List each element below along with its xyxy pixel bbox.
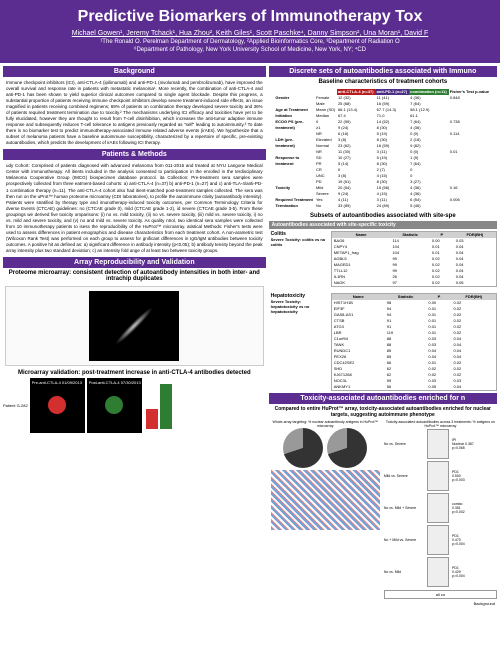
colitis-sub: Colitis Severe Toxicity: colitis vs no c…: [269, 229, 331, 289]
pie-charts: [269, 428, 382, 468]
bar-post: [160, 384, 172, 429]
methods-text: udy Cohort: Comprised of patients diagno…: [3, 160, 266, 257]
microarray-validation: Patient G-282 Pre-anti-CTLA-4 01/09/2013…: [3, 378, 266, 433]
pie-igg: [283, 428, 323, 468]
proteome-subtitle: Proteome microarray: consistent detectio…: [3, 268, 266, 284]
heatmap: [271, 470, 380, 530]
pie-igm: [327, 428, 367, 468]
post-treatment-spot: Post-anti-CTLA-4 07/30/2013: [87, 378, 142, 433]
toxicity-header: Toxicity-associated autoantibodies enric…: [269, 393, 497, 404]
background-label: Background: [269, 599, 497, 608]
authors: Michael Gowen¹, Jeremy Tchack¹, Hua Zhou…: [12, 30, 488, 37]
discrete-header: Discrete sets of autoantibodies associat…: [269, 66, 497, 77]
baseline-subtitle: Baseline characteristics of treatment co…: [269, 77, 497, 87]
huprot-subtitle: Compared to entire HuProt™ array, toxici…: [269, 404, 497, 420]
poster-body: Background Immune checkpoint inhibitors …: [0, 63, 500, 611]
subsets-subtitle: Subsets of autoantibodies associated wit…: [269, 211, 497, 221]
right-column: Discrete sets of autoantibodies associat…: [269, 66, 497, 608]
colitis-table: NameStatisticPFDR(BH) BAG61140.000.03CNP…: [331, 231, 497, 287]
scatter-chart: [5, 286, 264, 366]
tox-assoc-label: Toxicity-associated autoantibodies acros…: [384, 420, 497, 428]
whole-array-label: Whole-array targeting: % nuclear autoant…: [269, 420, 382, 428]
cohort-table: anti-CTLA-4 (n=37) anti-PD-1 (n=27) comb…: [274, 89, 491, 209]
background-header: Background: [3, 66, 266, 77]
array-header: Array Reproducibility and Validation: [3, 257, 266, 268]
affiliation-1: ¹The Ronald O. Perelman Department of De…: [12, 39, 488, 47]
left-column: Background Immune checkpoint inhibitors …: [3, 66, 266, 608]
bar-pre: [146, 409, 158, 429]
colitis-header: Autoantibodies associated with site-spec…: [269, 221, 497, 229]
methods-header: Patients & Methods: [3, 149, 266, 160]
affiliation-2: ⁶Department of Pathology, New York Unive…: [12, 47, 488, 55]
hepato-sub: Hepatotoxicity Severe Toxicity: hepatoto…: [269, 291, 331, 393]
hepato-table: NameStatisticPFDR(BH) HIST1H1B980.000.02…: [331, 293, 497, 391]
pre-treatment-spot: Pre-anti-CTLA-4 01/09/2013: [30, 378, 85, 433]
scatter-plot: [89, 291, 179, 361]
all-co-box: all co: [384, 590, 497, 599]
patient-label: Patient G-282: [3, 403, 28, 408]
poster-title: Predictive Biomarkers of Immunotherapy T…: [12, 8, 488, 26]
microarray-subtitle: Microarray validation: post-treatment in…: [3, 368, 266, 378]
intensity-bar-chart: [144, 381, 174, 431]
comparison-charts: No vs. Severe IPINuclear 0.387p=0.065Mil…: [384, 428, 497, 588]
background-text: Immune checkpoint inhibitors (ICI), anti…: [3, 77, 266, 150]
poster-header: Predictive Biomarkers of Immunotherapy T…: [0, 0, 500, 63]
